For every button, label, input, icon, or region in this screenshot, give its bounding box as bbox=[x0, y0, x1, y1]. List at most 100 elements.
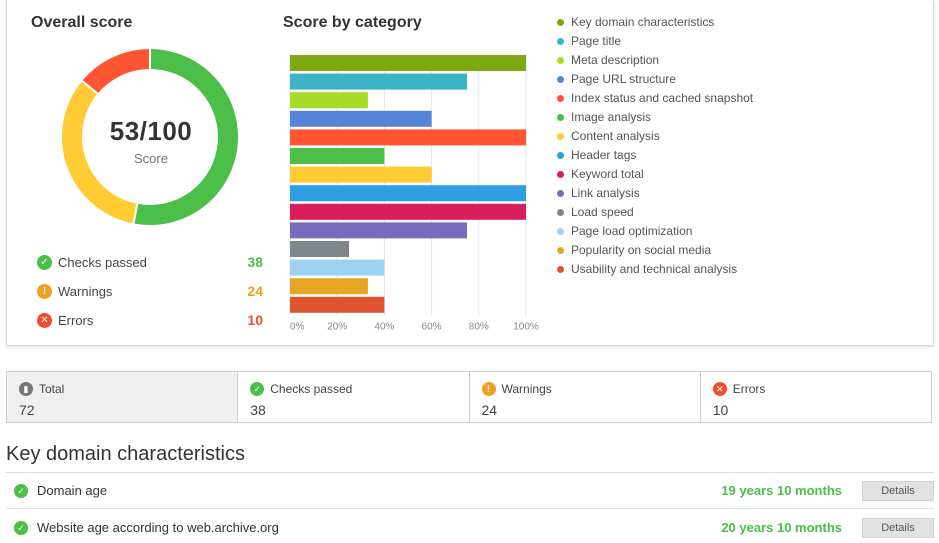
legend-item[interactable]: Image analysis bbox=[557, 110, 753, 129]
legend-label: Image analysis bbox=[571, 110, 652, 124]
stat-checks-passed: ✓ Checks passed 38 bbox=[37, 254, 263, 272]
stat-warnings: ! Warnings 24 bbox=[37, 283, 263, 301]
score-value: 53/100 bbox=[109, 116, 193, 146]
stat-value: 38 bbox=[247, 254, 263, 270]
check-icon: ✓ bbox=[14, 484, 28, 498]
legend-label: Key domain characteristics bbox=[571, 15, 715, 29]
legend-label: Usability and technical analysis bbox=[571, 262, 738, 276]
legend-label: Link analysis bbox=[571, 186, 640, 200]
summary-value: 72 bbox=[19, 402, 35, 418]
stat-label: Errors bbox=[58, 313, 94, 328]
summary-errors[interactable]: ✕ Errors 10 bbox=[701, 372, 931, 422]
row-label: Domain age bbox=[37, 483, 108, 498]
legend-dot-icon bbox=[557, 171, 564, 178]
summary-checks-passed[interactable]: ✓ Checks passed 38 bbox=[238, 372, 470, 422]
legend-dot-icon bbox=[557, 19, 564, 26]
row-label: Website age according to web.archive.org bbox=[37, 520, 279, 535]
summary-label: Errors bbox=[732, 382, 766, 396]
legend-item[interactable]: Meta description bbox=[557, 53, 753, 72]
legend-item[interactable]: Page URL structure bbox=[557, 72, 753, 91]
legend-item[interactable]: Header tags bbox=[557, 148, 753, 167]
x-tick-label: 100% bbox=[513, 321, 539, 332]
summary-warnings[interactable]: ! Warnings 24 bbox=[470, 372, 701, 422]
bar-2[interactable] bbox=[290, 92, 368, 109]
row-value: 19 years 10 months bbox=[721, 483, 842, 498]
donut-segment-errors bbox=[80, 46, 151, 96]
exclamation-icon: ! bbox=[481, 382, 496, 396]
legend-dot-icon bbox=[557, 247, 564, 254]
check-icon: ✓ bbox=[14, 521, 28, 535]
x-icon: ✕ bbox=[712, 382, 727, 396]
x-tick-label: 40% bbox=[374, 321, 394, 332]
bar-9[interactable] bbox=[290, 222, 467, 239]
row-value: 20 years 10 months bbox=[721, 520, 842, 535]
check-icon: ✓ bbox=[250, 382, 265, 396]
legend-dot-icon bbox=[557, 38, 564, 45]
score-by-category-title: Score by category bbox=[283, 14, 422, 31]
bar-8[interactable] bbox=[290, 203, 526, 220]
legend-label: Popularity on social media bbox=[571, 243, 712, 257]
bar-7[interactable] bbox=[290, 185, 526, 202]
summary-bar: ▮ Total 72 ✓ Checks passed 38 ! Warnings… bbox=[6, 371, 932, 423]
row-website-age: ✓ Website age according to web.archive.o… bbox=[6, 510, 934, 543]
legend-item[interactable]: Page load optimization bbox=[557, 224, 753, 243]
legend-label: Keyword total bbox=[571, 167, 644, 181]
bar-5[interactable] bbox=[290, 148, 385, 164]
legend-item[interactable]: Usability and technical analysis bbox=[557, 262, 753, 281]
stat-errors: ✕ Errors 10 bbox=[37, 312, 263, 330]
bar-12[interactable] bbox=[290, 278, 368, 295]
bar-11[interactable] bbox=[290, 259, 385, 276]
legend-dot-icon bbox=[557, 133, 564, 140]
x-tick-label: 20% bbox=[327, 321, 347, 332]
bar-1[interactable] bbox=[290, 73, 467, 90]
legend-label: Index status and cached snapshot bbox=[571, 91, 754, 105]
legend-item[interactable]: Link analysis bbox=[557, 186, 753, 205]
chart-icon: ▮ bbox=[19, 382, 33, 396]
check-icon: ✓ bbox=[37, 255, 52, 270]
summary-label: Checks passed bbox=[270, 382, 353, 396]
summary-total[interactable]: ▮ Total 72 bbox=[7, 372, 239, 422]
bar-6[interactable] bbox=[290, 166, 432, 183]
summary-label: Warnings bbox=[501, 382, 552, 396]
bar-13[interactable] bbox=[290, 296, 385, 313]
section-title: Key domain characteristics bbox=[6, 443, 245, 465]
legend-dot-icon bbox=[557, 76, 564, 83]
score-card: Overall score Score by category 53/100 S… bbox=[6, 0, 934, 346]
legend-label: Header tags bbox=[571, 148, 637, 162]
legend-dot-icon bbox=[557, 95, 564, 102]
legend-label: Content analysis bbox=[571, 129, 660, 143]
legend-label: Load speed bbox=[571, 205, 634, 219]
chart-legend: Key domain characteristics Page title Meta… bbox=[557, 15, 753, 281]
stat-label: Warnings bbox=[58, 284, 113, 299]
legend-item[interactable]: Keyword total bbox=[557, 167, 753, 186]
bar-4[interactable] bbox=[290, 129, 526, 146]
summary-label: Total bbox=[39, 382, 65, 396]
overall-score-donut bbox=[60, 46, 240, 227]
row-domain-age: ✓ Domain age 19 years 10 months Details bbox=[6, 473, 934, 509]
x-tick-label: 80% bbox=[469, 321, 489, 332]
details-button[interactable]: Details bbox=[862, 481, 934, 501]
legend-item[interactable]: Page title bbox=[557, 34, 753, 53]
stat-value: 24 bbox=[247, 283, 263, 299]
summary-value: 38 bbox=[250, 402, 266, 418]
legend-item[interactable]: Popularity on social media bbox=[557, 243, 753, 262]
legend-dot-icon bbox=[557, 266, 564, 273]
x-icon: ✕ bbox=[37, 313, 52, 328]
legend-label: Meta description bbox=[571, 53, 660, 67]
exclamation-icon: ! bbox=[37, 284, 52, 299]
legend-item[interactable]: Key domain characteristics bbox=[557, 15, 753, 34]
overall-score-title: Overall score bbox=[31, 14, 133, 31]
stat-label: Checks passed bbox=[58, 255, 147, 270]
legend-dot-icon bbox=[557, 209, 564, 216]
legend-item[interactable]: Content analysis bbox=[557, 129, 753, 148]
bar-3[interactable] bbox=[290, 110, 432, 127]
summary-value: 10 bbox=[712, 402, 729, 418]
bar-0[interactable] bbox=[290, 55, 526, 71]
details-button[interactable]: Details bbox=[862, 518, 934, 538]
score-label: Score bbox=[134, 151, 168, 166]
legend-dot-icon bbox=[557, 57, 564, 64]
bar-10[interactable] bbox=[290, 241, 349, 257]
legend-item[interactable]: Index status and cached snapshot bbox=[557, 91, 753, 110]
legend-dot-icon bbox=[557, 152, 564, 159]
legend-item[interactable]: Load speed bbox=[557, 205, 753, 224]
